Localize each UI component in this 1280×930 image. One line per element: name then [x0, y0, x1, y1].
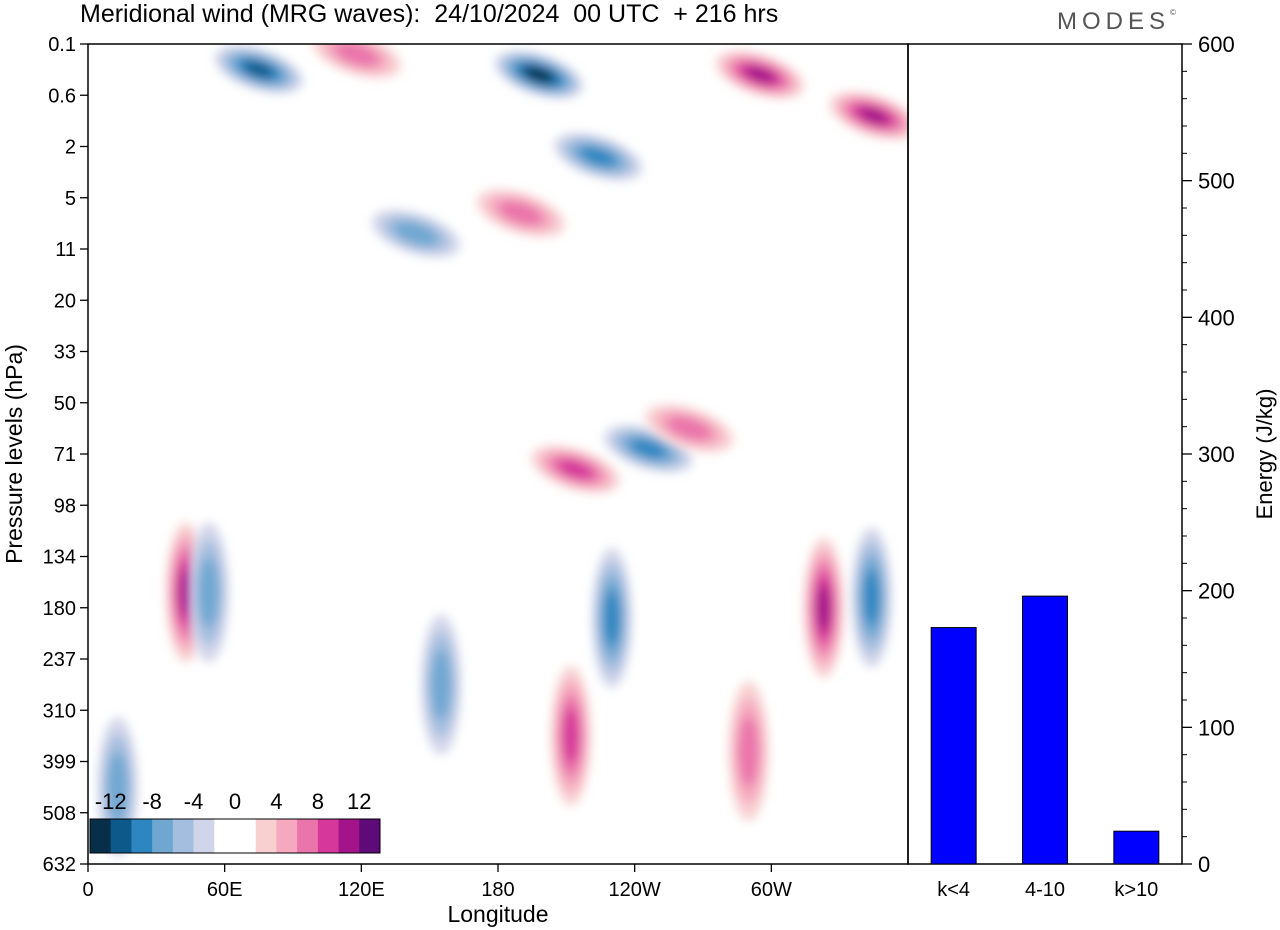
- energy-tick-label-4: 400: [1198, 305, 1235, 330]
- wind-anomaly-0: [214, 45, 304, 94]
- y-tick-label-7: 50: [54, 393, 76, 415]
- energy-tick-label-1: 100: [1198, 715, 1235, 740]
- y-tick-label-6: 33: [54, 342, 76, 364]
- wind-anomaly-12: [188, 522, 229, 663]
- y-tick-label-16: 632: [43, 854, 76, 876]
- colorbar-swatch-4: [172, 819, 195, 853]
- colorbar-swatch-1: [110, 819, 132, 853]
- y-tick-label-4: 11: [55, 239, 76, 261]
- x-tick-label-0: 0: [82, 879, 93, 901]
- heatmap-field: [97, 44, 908, 858]
- chart-title: Meridional wind (MRG waves): 24/10/2024 …: [80, 0, 779, 28]
- wind-anomaly-18: [728, 681, 769, 822]
- colorbar-swatch-5: [193, 819, 215, 853]
- x-tick-label-1: 60E: [207, 879, 243, 901]
- energy-bar-2: [1113, 830, 1160, 865]
- colorbar: -12 -8 -4 0 4 8 12: [89, 789, 381, 854]
- energy-tick-label-3: 300: [1198, 442, 1235, 467]
- colorbar-label-6: 12: [347, 789, 371, 814]
- x-axis-label: Longitude: [447, 901, 548, 927]
- y-tick-label-10: 134: [43, 547, 76, 569]
- x-tick-label-3: 180: [481, 879, 514, 901]
- y-tick-label-3: 5: [65, 188, 76, 210]
- colorbar-label-1: -8: [142, 789, 162, 814]
- wind-anomaly-13: [591, 548, 632, 688]
- wind-anomaly-16: [421, 614, 462, 755]
- y-tick-label-15: 508: [43, 803, 76, 825]
- y-tick-label-8: 71: [54, 444, 76, 466]
- colorbar-swatch-0: [90, 819, 112, 853]
- wind-anomaly-7: [371, 209, 461, 258]
- colorbar-frame: [89, 818, 381, 854]
- wind-anomaly-2: [494, 51, 584, 99]
- energy-bar-1: [1022, 595, 1068, 865]
- y-tick-label-5: 20: [54, 290, 76, 312]
- y-tick-label-14: 399: [43, 752, 76, 774]
- logo-text: MODES: [1057, 8, 1171, 35]
- y-tick-label-1: 0.6: [48, 85, 76, 107]
- colorbar-label-5: 8: [312, 789, 324, 814]
- colorbar-label-4: 4: [270, 789, 282, 814]
- energy-category-label-0: k<4: [937, 879, 970, 901]
- colorbar-swatch-6: [214, 819, 236, 853]
- y-tick-label-11: 180: [43, 598, 76, 620]
- energy-bars: 0 100 200 300 400 500 600 Energy (J/kg) k<4 4-10 k…: [907, 32, 1277, 901]
- colorbar-label-0: -12: [95, 789, 127, 814]
- colorbar-swatch-2: [131, 819, 153, 853]
- energy-tick-label-5: 500: [1198, 169, 1235, 194]
- colorbar-swatch-11: [317, 819, 340, 853]
- y-tick-label-2: 2: [65, 137, 76, 159]
- colorbar-swatch-12: [338, 819, 360, 853]
- x-tick-label-2: 120E: [338, 879, 385, 901]
- wind-anomaly-17: [550, 665, 591, 806]
- wind-anomaly-4: [829, 92, 908, 140]
- y-tick-label-9: 98: [54, 495, 76, 517]
- energy-category-label-2: k>10: [1114, 879, 1158, 901]
- y-tick-label-0: 0.1: [48, 34, 76, 56]
- x-tick-label-5: 60W: [751, 879, 792, 901]
- wind-anomaly-9: [645, 404, 734, 453]
- energy-axis-label: Energy (J/kg): [1252, 389, 1277, 520]
- colorbar-swatch-3: [152, 819, 174, 853]
- energy-tick-label-6: 600: [1198, 32, 1235, 57]
- energy-tick-label-2: 200: [1198, 579, 1235, 604]
- y-tick-label-13: 310: [43, 700, 76, 722]
- energy-bar-0: [930, 627, 977, 865]
- x-tick-label-4: 120W: [609, 879, 661, 901]
- colorbar-swatch-13: [359, 819, 381, 853]
- y-axis-label: Pressure levels (hPa): [1, 344, 27, 564]
- wind-anomaly-10: [531, 445, 620, 494]
- colorbar-swatch-9: [276, 819, 298, 853]
- colorbar-label-2: -4: [184, 789, 204, 814]
- wind-anomaly-5: [554, 133, 643, 181]
- energy-category-label-1: 4-10: [1025, 879, 1065, 901]
- heatmap-frame: [87, 43, 909, 865]
- wind-anomaly-6: [476, 189, 565, 237]
- wind-anomaly-1: [312, 44, 401, 78]
- modes-logo: MODES©: [1057, 8, 1176, 35]
- colorbar-swatch-10: [297, 819, 319, 853]
- wind-anomaly-3: [715, 51, 805, 99]
- colorbar-swatch-7: [235, 819, 257, 853]
- wind-anomaly-14: [803, 537, 844, 678]
- colorbar-swatch-8: [255, 819, 277, 853]
- wind-anomaly-15: [851, 527, 892, 668]
- energy-tick-label-0: 0: [1198, 852, 1210, 877]
- y-tick-label-12: 237: [43, 649, 76, 671]
- colorbar-label-3: 0: [229, 789, 241, 814]
